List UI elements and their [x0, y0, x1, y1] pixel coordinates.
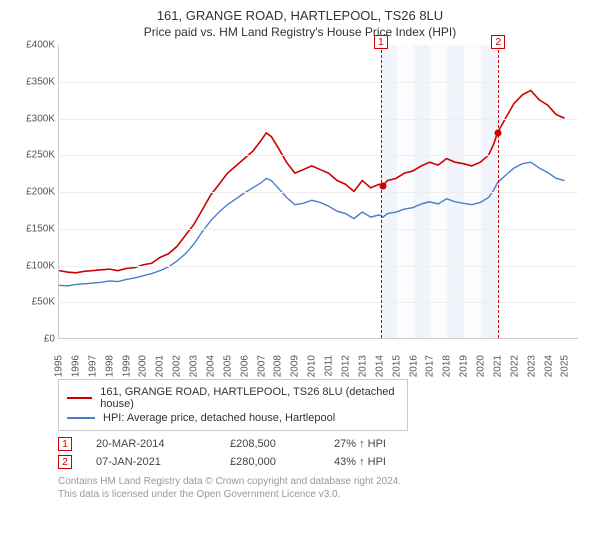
x-tick-label: 2017 [425, 355, 436, 377]
gridline-h [59, 229, 578, 230]
x-tick-label: 2004 [205, 355, 216, 377]
legend-swatch [67, 397, 92, 399]
x-tick-label: 2022 [509, 355, 520, 377]
transactions-block: 1 20-MAR-2014 £208,500 27% ↑ HPI 2 07-JAN-202… [58, 437, 590, 469]
transaction-vline [498, 45, 499, 338]
transaction-dot [380, 182, 387, 189]
x-tick-label: 2021 [492, 355, 503, 377]
x-tick-label: 2003 [189, 355, 200, 377]
gridline-h [59, 82, 578, 83]
x-tick-label: 2013 [357, 355, 368, 377]
transaction-marker: 1 [374, 35, 388, 49]
legend-swatch [67, 417, 95, 419]
x-tick-label: 2024 [543, 355, 554, 377]
x-tick-label: 1999 [121, 355, 132, 377]
y-tick-label: £350K [11, 76, 55, 87]
transaction-row: 2 07-JAN-2021 £280,000 43% ↑ HPI [58, 455, 590, 469]
transaction-dot [495, 130, 502, 137]
gridline-h [59, 302, 578, 303]
transaction-date: 07-JAN-2021 [96, 456, 206, 468]
legend-label: 161, GRANGE ROAD, HARTLEPOOL, TS26 8LU (… [100, 386, 399, 410]
x-tick-label: 2018 [442, 355, 453, 377]
footer-line-2: This data is licensed under the Open Gov… [58, 488, 578, 501]
x-tick-label: 2007 [256, 355, 267, 377]
gridline-h [59, 155, 578, 156]
x-tick-label: 2025 [560, 355, 571, 377]
legend-row: HPI: Average price, detached house, Hart… [67, 412, 399, 424]
transaction-marker: 2 [491, 35, 505, 49]
transaction-price: £208,500 [230, 438, 310, 450]
y-tick-label: £400K [11, 40, 55, 51]
x-tick-label: 2020 [476, 355, 487, 377]
x-tick-label: 2002 [172, 355, 183, 377]
transaction-pct: 27% ↑ HPI [334, 438, 424, 450]
gridline-h [59, 266, 578, 267]
transaction-row: 1 20-MAR-2014 £208,500 27% ↑ HPI [58, 437, 590, 451]
x-tick-label: 2015 [391, 355, 402, 377]
x-tick-label: 2023 [526, 355, 537, 377]
y-tick-label: £100K [11, 260, 55, 271]
footer-attribution: Contains HM Land Registry data © Crown c… [58, 475, 578, 501]
y-tick-label: £0 [11, 334, 55, 345]
x-tick-label: 2005 [222, 355, 233, 377]
x-tick-label: 1997 [87, 355, 98, 377]
x-tick-label: 2001 [155, 355, 166, 377]
gridline-h [59, 192, 578, 193]
footer-line-1: Contains HM Land Registry data © Crown c… [58, 475, 578, 488]
y-tick-label: £200K [11, 187, 55, 198]
y-tick-label: £300K [11, 113, 55, 124]
x-tick-label: 2010 [307, 355, 318, 377]
x-tick-label: 2006 [239, 355, 250, 377]
chart-title: 161, GRANGE ROAD, HARTLEPOOL, TS26 8LU [10, 8, 590, 23]
y-tick-label: £50K [11, 297, 55, 308]
plot-region: £0£50K£100K£150K£200K£250K£300K£350K£400… [58, 45, 578, 339]
x-tick-label: 2000 [138, 355, 149, 377]
legend-row: 161, GRANGE ROAD, HARTLEPOOL, TS26 8LU (… [67, 386, 399, 410]
transaction-row-marker: 2 [58, 455, 72, 469]
transaction-row-marker: 1 [58, 437, 72, 451]
x-tick-label: 1995 [54, 355, 65, 377]
x-tick-label: 1996 [70, 355, 81, 377]
x-tick-label: 2011 [324, 355, 335, 377]
transaction-vline [381, 45, 382, 338]
x-tick-label: 2014 [374, 355, 385, 377]
legend-label: HPI: Average price, detached house, Hart… [103, 412, 335, 424]
x-tick-label: 1998 [104, 355, 115, 377]
y-tick-label: £250K [11, 150, 55, 161]
gridline-h [59, 119, 578, 120]
chart-area: £0£50K£100K£150K£200K£250K£300K£350K£400… [10, 45, 590, 375]
x-tick-label: 2019 [459, 355, 470, 377]
legend-box: 161, GRANGE ROAD, HARTLEPOOL, TS26 8LU (… [58, 379, 408, 431]
transaction-date: 20-MAR-2014 [96, 438, 206, 450]
x-tick-label: 2012 [341, 355, 352, 377]
y-tick-label: £150K [11, 223, 55, 234]
x-tick-label: 2009 [290, 355, 301, 377]
transaction-price: £280,000 [230, 456, 310, 468]
x-tick-label: 2016 [408, 355, 419, 377]
x-tick-label: 2008 [273, 355, 284, 377]
transaction-pct: 43% ↑ HPI [334, 456, 424, 468]
